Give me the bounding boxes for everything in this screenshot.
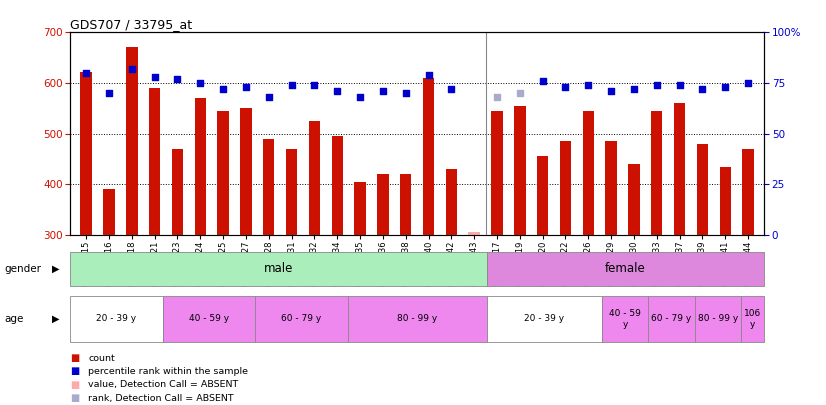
Text: rank, Detection Call = ABSENT: rank, Detection Call = ABSENT (88, 394, 234, 403)
Bar (172, 149, 183, 235)
Point (126, 66, 139, 72)
Text: 60 - 79 y: 60 - 79 y (282, 314, 321, 324)
Bar (80, 72, 92, 235)
Point (422, 72, 435, 78)
Point (536, 78, 549, 84)
Text: ■: ■ (70, 367, 79, 376)
Text: male: male (263, 262, 293, 275)
Point (695, 86, 709, 92)
Text: value, Detection Call = ABSENT: value, Detection Call = ABSENT (88, 380, 239, 389)
Point (559, 84, 572, 90)
Point (308, 82, 321, 88)
Bar (354, 182, 366, 235)
Text: female: female (605, 262, 646, 275)
Text: 40 - 59 y: 40 - 59 y (189, 314, 229, 324)
Bar (195, 98, 206, 235)
Point (650, 82, 663, 88)
Bar (423, 78, 434, 235)
Bar (309, 121, 320, 235)
Text: GDS707 / 33795_at: GDS707 / 33795_at (70, 18, 192, 31)
Point (262, 94, 275, 100)
Text: 20 - 39 y: 20 - 39 y (525, 314, 564, 324)
Bar (286, 149, 297, 235)
Bar (468, 232, 480, 235)
Bar (651, 111, 662, 235)
Text: ■: ■ (70, 353, 79, 363)
Point (399, 90, 412, 96)
Bar (514, 106, 525, 235)
Bar (695, 296, 741, 342)
Bar (255, 296, 348, 342)
Bar (126, 47, 138, 235)
Bar (674, 103, 686, 235)
Bar (446, 169, 457, 235)
Text: ■: ■ (70, 380, 79, 390)
Bar (648, 296, 695, 342)
Point (354, 94, 367, 100)
Text: percentile rank within the sample: percentile rank within the sample (88, 367, 249, 376)
Bar (602, 296, 648, 342)
Bar (331, 136, 343, 235)
Point (444, 86, 458, 92)
Point (102, 90, 116, 96)
Bar (468, 232, 480, 235)
Text: 106
y: 106 y (744, 309, 761, 328)
Text: gender: gender (4, 264, 41, 274)
Text: 80 - 99 y: 80 - 99 y (698, 314, 738, 324)
Text: 80 - 99 y: 80 - 99 y (397, 314, 437, 324)
Point (194, 80, 207, 86)
Point (216, 86, 230, 92)
Text: 60 - 79 y: 60 - 79 y (652, 314, 691, 324)
Bar (743, 149, 754, 235)
Text: age: age (4, 314, 23, 324)
Bar (400, 174, 411, 235)
Point (582, 82, 595, 88)
Point (171, 76, 184, 82)
Bar (487, 296, 602, 342)
Bar (487, 252, 764, 286)
Bar (537, 156, 548, 235)
Point (628, 86, 641, 92)
Text: 20 - 39 y: 20 - 39 y (97, 314, 136, 324)
Bar (719, 166, 731, 235)
Point (377, 88, 390, 94)
Point (148, 74, 161, 80)
Bar (605, 141, 617, 235)
Point (673, 82, 686, 88)
Text: ▶: ▶ (52, 264, 59, 274)
Bar (70, 296, 163, 342)
Bar (491, 111, 503, 235)
Point (605, 88, 618, 94)
Bar (149, 88, 160, 235)
Text: 40 - 59
y: 40 - 59 y (610, 309, 641, 328)
Bar (377, 174, 388, 235)
Bar (163, 296, 255, 342)
Bar (741, 296, 764, 342)
Point (491, 94, 504, 100)
Bar (348, 296, 487, 342)
Point (719, 84, 732, 90)
Point (285, 82, 298, 88)
Bar (263, 139, 274, 235)
Bar (70, 252, 487, 286)
Bar (240, 108, 252, 235)
Bar (696, 144, 708, 235)
Text: ■: ■ (70, 393, 79, 403)
Text: count: count (88, 354, 115, 362)
Bar (217, 111, 229, 235)
Bar (560, 141, 572, 235)
Bar (629, 164, 639, 235)
Point (742, 80, 755, 86)
Point (513, 90, 526, 96)
Bar (103, 189, 115, 235)
Point (330, 88, 344, 94)
Point (79, 70, 93, 76)
Text: ▶: ▶ (52, 314, 59, 324)
Bar (582, 111, 594, 235)
Point (240, 84, 253, 90)
